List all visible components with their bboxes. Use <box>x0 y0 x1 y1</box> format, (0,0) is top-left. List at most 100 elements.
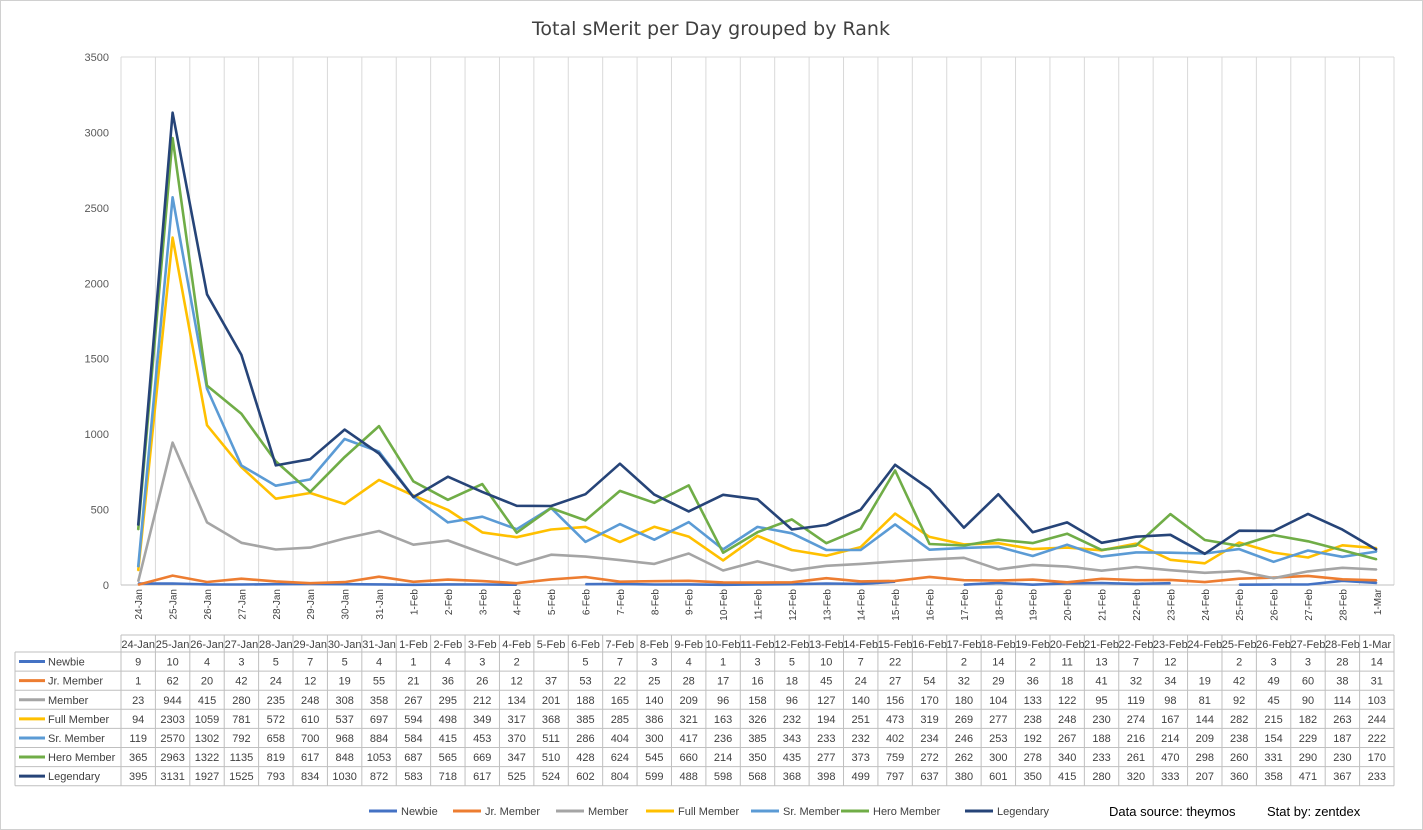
table-cell: 53 <box>579 676 591 688</box>
data-point-hero-member <box>1135 545 1137 547</box>
table-cell: 333 <box>1161 771 1179 783</box>
data-point-sr-member <box>860 549 862 551</box>
data-point-jr-member <box>137 584 139 586</box>
table-cell: 584 <box>404 733 422 745</box>
data-point-member <box>722 569 724 572</box>
table-cell: 884 <box>370 733 388 745</box>
legend-label: Hero Member <box>873 806 941 818</box>
data-point-sr-member <box>894 523 896 526</box>
table-cell: 81 <box>1199 695 1211 707</box>
data-point-jr-member <box>172 575 174 577</box>
data-point-legendary <box>791 528 793 531</box>
table-cell: 156 <box>886 695 904 707</box>
table-cell: 968 <box>335 733 353 745</box>
data-point-member <box>1238 570 1240 572</box>
data-point-jr-member <box>584 576 587 578</box>
data-point-hero-member <box>1066 533 1068 535</box>
data-point-jr-member <box>756 582 759 584</box>
x-tick-label: 8-Feb <box>650 589 661 616</box>
data-point-sr-member <box>309 478 311 480</box>
legend-label: Jr. Member <box>485 806 540 818</box>
table-cell: 103 <box>1368 695 1386 707</box>
data-point-jr-member <box>825 577 827 579</box>
data-point-jr-member <box>1376 579 1378 581</box>
table-cell: 119 <box>129 733 147 745</box>
data-point-hero-member <box>1204 539 1206 541</box>
table-cell: 610 <box>301 714 319 726</box>
table-cell: 158 <box>748 695 766 707</box>
table-cell: 140 <box>645 695 663 707</box>
data-point-full-member <box>516 536 518 538</box>
data-point-legendary <box>137 524 139 527</box>
table-cell: 718 <box>439 771 457 783</box>
data-point-full-member <box>997 542 999 544</box>
data-point-legendary <box>1238 530 1240 532</box>
table-cell: 473 <box>886 714 904 726</box>
table-cell: 12 <box>304 676 316 688</box>
x-tick-label: 22-Feb <box>1132 589 1143 621</box>
table-cell: 248 <box>1058 714 1076 726</box>
table-cell: 415 <box>1058 771 1076 783</box>
table-cell: 38 <box>1336 676 1348 688</box>
x-tick-label: 17-Feb <box>960 589 971 621</box>
table-cell: 2963 <box>160 752 184 764</box>
data-point-jr-member <box>516 582 518 584</box>
table-cell: 511 <box>542 733 560 745</box>
table-cell: 31 <box>1371 676 1383 688</box>
table-cell: 24 <box>270 676 282 688</box>
table-cell: 3 <box>754 657 760 669</box>
table-cell: 386 <box>645 714 663 726</box>
data-point-sr-member <box>137 566 139 568</box>
data-point-full-member <box>1238 541 1240 544</box>
data-point-hero-member <box>722 552 724 554</box>
data-point-hero-member <box>894 469 896 472</box>
data-point-jr-member <box>928 576 931 578</box>
table-cell: 19 <box>339 676 351 688</box>
table-cell: 9 <box>135 657 141 669</box>
table-cell: 2 <box>961 657 967 669</box>
data-point-sr-member <box>963 547 965 549</box>
data-point-newbie <box>997 582 999 584</box>
table-cell: 41 <box>1095 676 1107 688</box>
data-point-newbie <box>275 583 277 585</box>
data-point-jr-member <box>275 580 277 583</box>
table-cell: 594 <box>404 714 422 726</box>
data-point-legendary <box>172 112 174 114</box>
data-point-member <box>378 530 380 532</box>
table-cell: 7 <box>617 657 623 669</box>
data-point-sr-member <box>756 526 759 528</box>
table-cell: 7 <box>307 657 313 669</box>
table-cell: 229 <box>1299 733 1317 745</box>
x-tick-label: 28-Feb <box>1338 589 1349 621</box>
data-point-sr-member <box>688 521 690 523</box>
data-point-full-member <box>688 536 690 538</box>
table-cell: 470 <box>1161 752 1179 764</box>
data-point-member <box>172 442 174 444</box>
table-cell: 34 <box>1164 676 1176 688</box>
legend-label: Full Member <box>678 806 739 818</box>
data-point-sr-member <box>1341 556 1343 558</box>
data-point-jr-member <box>206 581 208 583</box>
table-cell: 140 <box>852 695 870 707</box>
table-cell: 3 <box>1271 657 1277 669</box>
data-point-legendary <box>481 491 483 493</box>
table-cell: 251 <box>852 714 870 726</box>
data-point-legendary <box>447 476 449 478</box>
data-point-full-member <box>1204 562 1206 564</box>
table-cell: 11 <box>1061 657 1072 669</box>
y-tick-label: 3000 <box>85 127 109 139</box>
x-tick-label: 12-Feb <box>788 589 799 621</box>
data-point-newbie <box>584 583 587 585</box>
table-header-cell: 13-Feb <box>809 639 844 651</box>
data-point-sr-member <box>275 485 277 487</box>
x-tick-label: 6-Feb <box>581 589 592 616</box>
table-cell: 96 <box>717 695 729 707</box>
table-cell: 804 <box>611 771 629 783</box>
table-header-cell: 14-Feb <box>843 639 878 651</box>
table-cell: 583 <box>404 771 422 783</box>
table-cell: 114 <box>1334 695 1352 707</box>
table-cell: 3 <box>479 657 485 669</box>
table-cell: 453 <box>473 733 491 745</box>
x-tick-label: 16-Feb <box>926 589 937 621</box>
